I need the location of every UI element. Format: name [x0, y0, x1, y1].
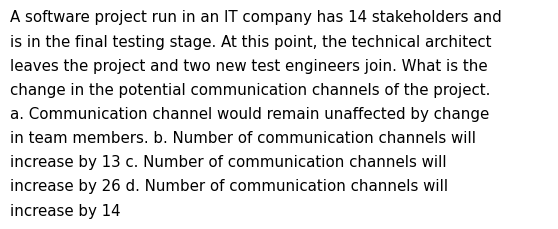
- Text: A software project run in an IT company has 14 stakeholders and: A software project run in an IT company …: [10, 10, 502, 25]
- Text: a. Communication channel would remain unaffected by change: a. Communication channel would remain un…: [10, 106, 489, 121]
- Text: change in the potential communication channels of the project.: change in the potential communication ch…: [10, 82, 490, 97]
- Text: in team members. b. Number of communication channels will: in team members. b. Number of communicat…: [10, 131, 476, 145]
- Text: increase by 14: increase by 14: [10, 203, 121, 218]
- Text: increase by 26 d. Number of communication channels will: increase by 26 d. Number of communicatio…: [10, 179, 448, 194]
- Text: leaves the project and two new test engineers join. What is the: leaves the project and two new test engi…: [10, 58, 488, 73]
- Text: increase by 13 c. Number of communication channels will: increase by 13 c. Number of communicatio…: [10, 155, 446, 169]
- Text: is in the final testing stage. At this point, the technical architect: is in the final testing stage. At this p…: [10, 34, 492, 49]
